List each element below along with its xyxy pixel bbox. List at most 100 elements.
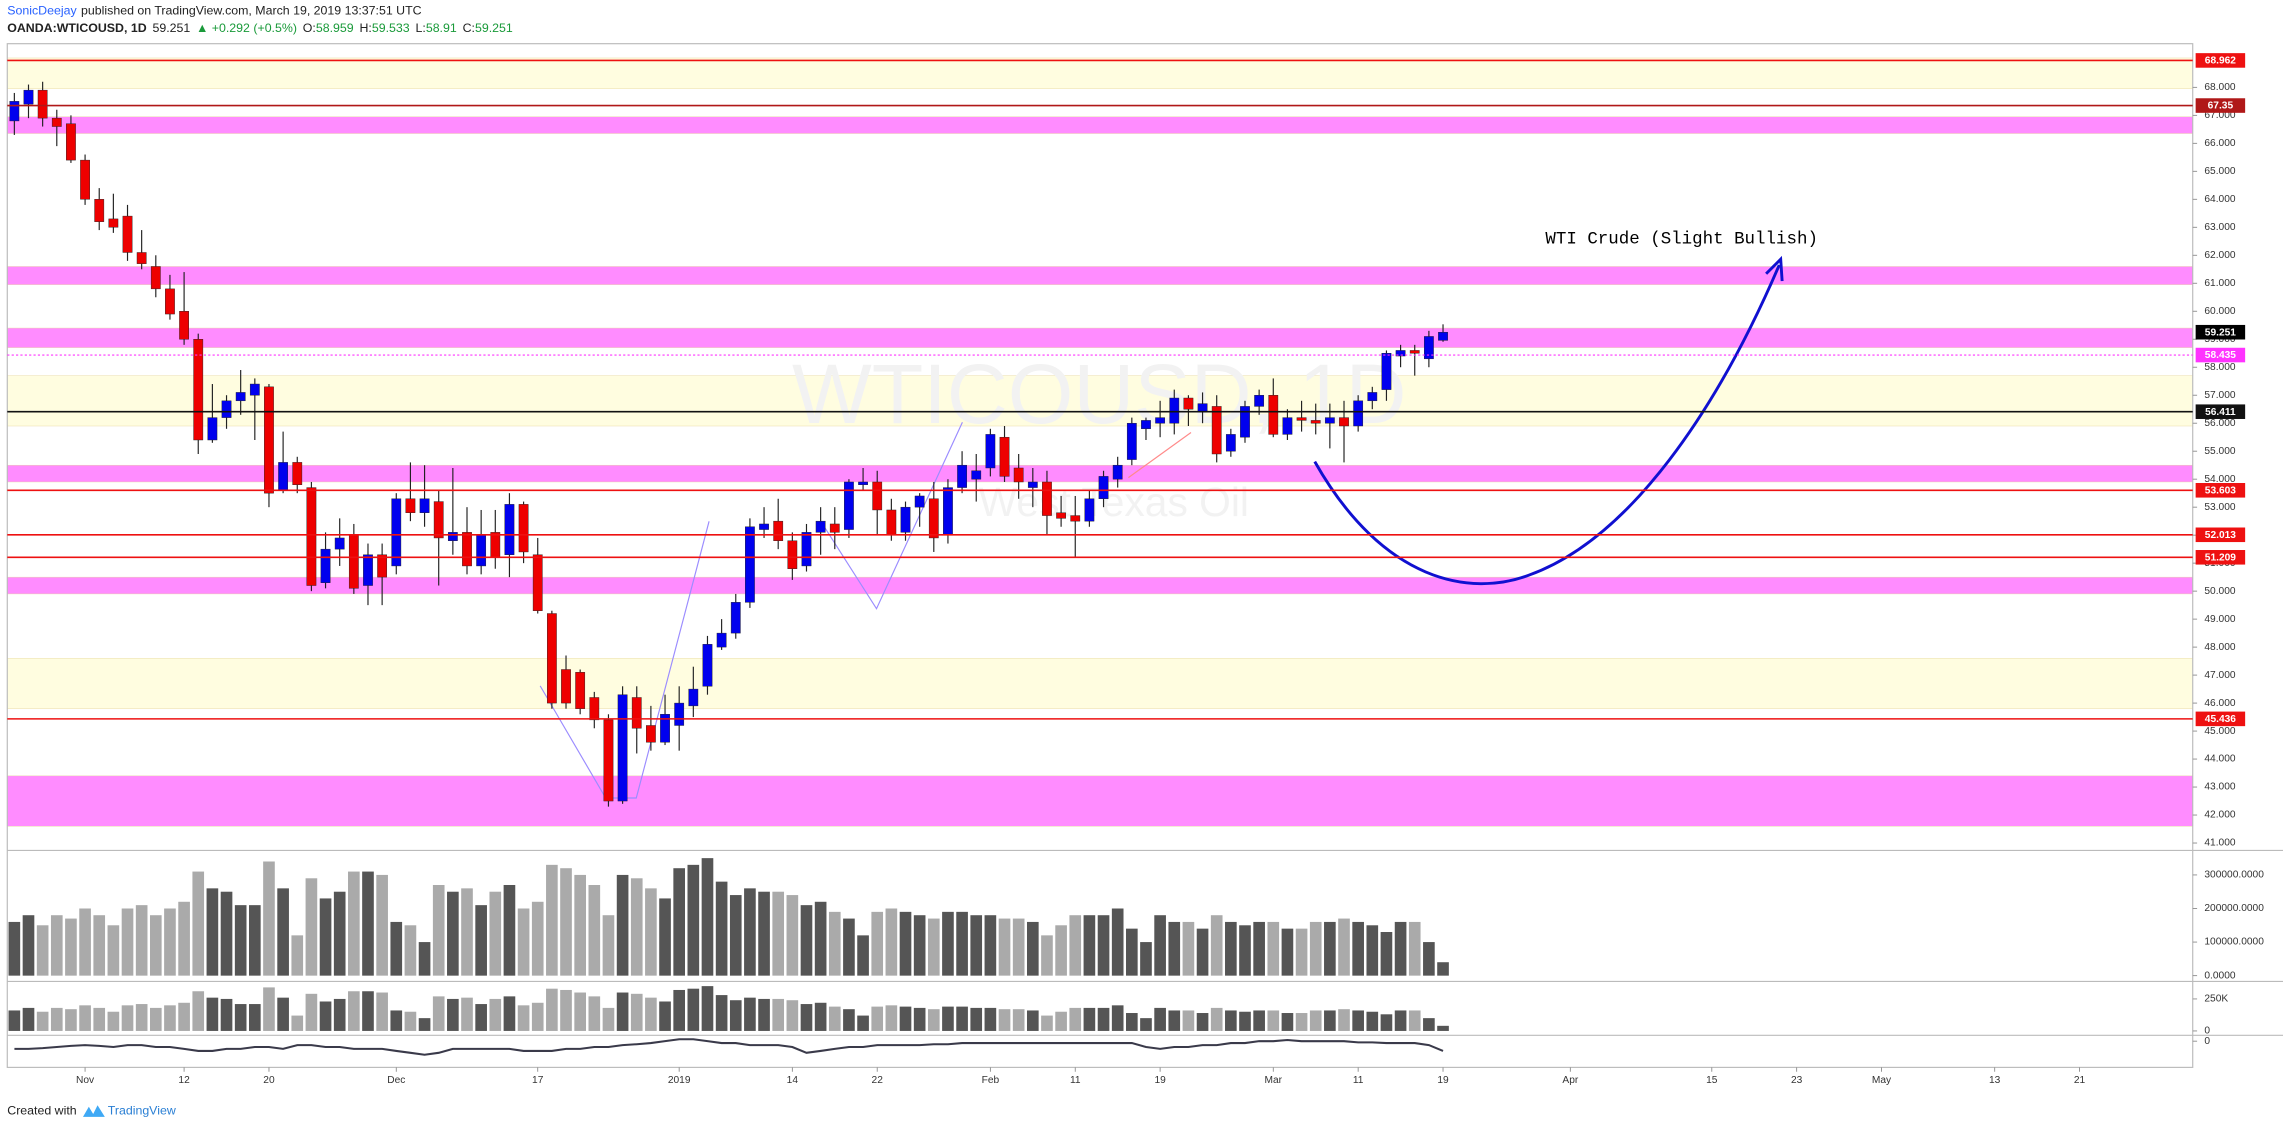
candle-body	[1324, 417, 1335, 424]
candle-body	[1169, 397, 1180, 424]
candle-body	[1042, 481, 1052, 516]
volume-bar	[531, 901, 544, 976]
level-label-box	[2195, 483, 2246, 498]
annotation: WTI Crude (Slight Bullish)	[1545, 229, 1818, 249]
volume-bar	[1352, 921, 1364, 976]
candle-body	[150, 266, 161, 290]
volume-bar	[1196, 1013, 1209, 1031]
candle-body	[660, 714, 670, 743]
watermark: WTICOUSD, 1D	[792, 347, 1406, 441]
candle-body	[999, 436, 1010, 477]
volume-bar	[701, 986, 714, 1031]
candle-body	[264, 386, 274, 494]
candle-body	[1056, 512, 1066, 519]
candle-body	[1395, 350, 1406, 357]
level-label: 58.435	[2205, 350, 2236, 361]
y-tick-label: 43.000	[2204, 782, 2235, 793]
volume-bar	[588, 996, 601, 1031]
volume-bar	[164, 908, 176, 976]
open-label: O:	[303, 21, 316, 35]
candle-body	[646, 725, 656, 743]
volume-bar	[461, 888, 473, 976]
high-label: H:	[360, 21, 372, 35]
author: SonicDeejay	[7, 4, 77, 18]
volume-bar	[645, 888, 657, 976]
volume-bar	[998, 918, 1011, 976]
volume-bar	[376, 992, 388, 1031]
candle-body	[122, 215, 133, 253]
x-tick-label: 11	[1353, 1075, 1364, 1086]
candle-body	[1438, 331, 1448, 341]
volume-bar	[333, 998, 346, 1031]
volume-bar	[503, 996, 516, 1031]
zone	[7, 327, 2193, 348]
x-tick-label: Dec	[387, 1075, 405, 1086]
volume-bar	[517, 908, 530, 976]
volume-bar	[772, 998, 785, 1031]
level-label-box	[2195, 404, 2246, 419]
volume-bar	[630, 993, 643, 1031]
candle-body	[136, 252, 147, 264]
candle-body	[716, 632, 727, 648]
candle-body	[546, 613, 557, 704]
candle-body	[1381, 353, 1392, 390]
volume-bar	[956, 911, 968, 976]
y-tick-label: 61.000	[2204, 278, 2235, 289]
x-tick-label: 20	[263, 1075, 275, 1086]
volume-bar	[800, 905, 813, 976]
candle-body	[1254, 394, 1265, 407]
low-value: 58.91	[426, 21, 457, 35]
volume-bar	[984, 915, 997, 976]
volume-bar	[715, 995, 728, 1031]
candle-body	[702, 644, 713, 687]
volume-bar	[50, 915, 63, 976]
candle-body	[320, 548, 331, 583]
volume-bar	[546, 864, 558, 976]
volume-bar	[744, 888, 756, 976]
volume-bar	[1309, 921, 1322, 976]
volume-bar	[871, 1006, 884, 1031]
candle-body	[1013, 467, 1024, 483]
close-value: 59.251	[475, 21, 513, 35]
level-label-box	[2195, 550, 2246, 565]
y-tick-label: 65.000	[2204, 166, 2235, 177]
candle-body	[1296, 417, 1307, 421]
volume-bar	[22, 1007, 35, 1031]
volume-bar	[418, 942, 431, 976]
volume-bar	[1210, 915, 1223, 976]
volume-bar	[390, 1010, 403, 1031]
volume-bar	[447, 998, 459, 1031]
candle-body	[1240, 406, 1250, 438]
volume-bar	[36, 1011, 49, 1031]
candle-body	[51, 117, 62, 127]
volume-bar	[333, 891, 346, 976]
volume-bar	[1012, 918, 1025, 976]
volume-bar	[1295, 1013, 1308, 1031]
volume-bar	[362, 991, 374, 1031]
volume-bar	[135, 905, 148, 976]
y-tick-label: 49.000	[2204, 614, 2235, 625]
candle-body	[447, 532, 458, 541]
volume-bar	[1097, 915, 1110, 976]
volume-bar	[404, 925, 417, 976]
volume-bar	[828, 1006, 841, 1031]
candle-body	[886, 509, 897, 536]
candle-body	[249, 383, 260, 396]
volume-bar	[93, 915, 106, 976]
volume-bar	[758, 891, 770, 976]
volume-bar	[546, 988, 558, 1031]
x-tick-label: 23	[1791, 1075, 1803, 1086]
volume-bar	[248, 905, 261, 976]
volume-bar	[475, 1004, 487, 1031]
volume-bar	[22, 915, 35, 976]
candle-body	[900, 506, 911, 533]
x-tick-label: 12	[178, 1075, 190, 1086]
zone	[7, 576, 2193, 595]
volume-bar	[1366, 1011, 1379, 1031]
candle-body	[844, 481, 854, 530]
x-tick-label: Nov	[76, 1075, 95, 1086]
volume-bar	[1111, 908, 1124, 976]
volume-bar	[1253, 1010, 1265, 1031]
y-tick-label: 300000.0000	[2204, 870, 2264, 881]
candle-body	[334, 537, 345, 550]
